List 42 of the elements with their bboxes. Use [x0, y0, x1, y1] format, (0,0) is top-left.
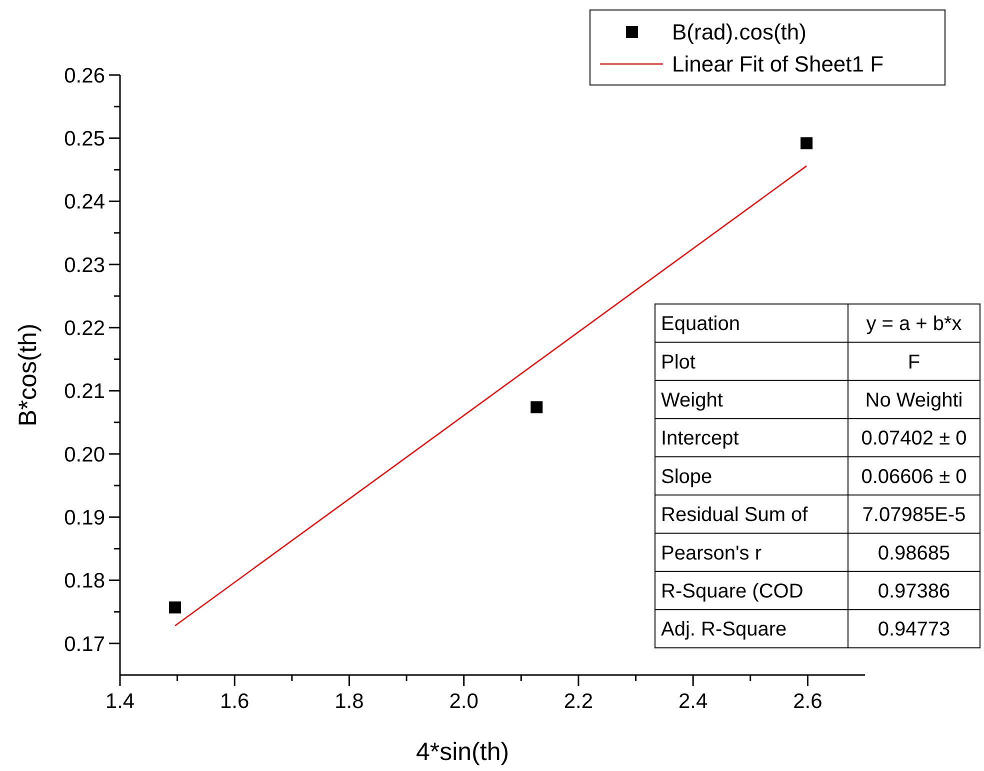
annotation: Pearson's r — [661, 542, 762, 564]
y-tick-label: 0.23 — [64, 254, 105, 277]
annotation: 0.06606 ± 0 — [861, 466, 967, 488]
annotation: Residual Sum of — [661, 504, 808, 526]
text: y = a + b*x — [866, 313, 962, 336]
y-tick-label: 0.19 — [64, 506, 105, 530]
text: 0.98685 — [878, 542, 950, 564]
annotation: 0.07402 ± 0 — [861, 428, 967, 450]
annotation: R-Square (COD — [661, 580, 804, 602]
x-tick-label: 2.6 — [793, 690, 822, 713]
y-tick-label: 0.24 — [64, 190, 106, 214]
annotation: Plot — [661, 351, 696, 374]
x-tick-label: 1.8 — [334, 690, 364, 713]
x-tick-label: 1.6 — [220, 690, 250, 713]
y-tick-label: 0.25 — [64, 128, 105, 151]
x-axis-title: 4*sin(th) — [416, 738, 510, 766]
y-tick-label: 0.21 — [64, 380, 105, 404]
y-tick-label: 0.26 — [64, 64, 105, 88]
x-tick-label: 2.0 — [449, 690, 478, 713]
text: F — [908, 351, 920, 374]
annotation: Slope — [661, 466, 712, 488]
legend-label: B(rad).cos(th) — [672, 20, 806, 45]
x-tick-label: 2.2 — [564, 690, 594, 713]
annotation: Adj. R-Square — [661, 618, 787, 641]
annotation: Equation — [661, 313, 740, 336]
y-tick-label: 0.20 — [64, 443, 105, 466]
x-tick-label: 2.4 — [678, 690, 708, 713]
legend-label: Linear Fit of Sheet1 F — [672, 52, 884, 77]
annotation: Intercept — [661, 428, 740, 450]
text: 0.94773 — [878, 618, 950, 641]
y-tick-label: 0.18 — [64, 570, 105, 593]
y-axis-title: B*cos(th) — [14, 324, 42, 426]
point — [169, 601, 182, 614]
point — [530, 401, 543, 414]
x-tick-label: 1.4 — [105, 690, 135, 713]
annotation: 7.07985E-5 — [862, 504, 966, 526]
y-tick-label: 0.17 — [64, 632, 105, 656]
y-tick-label: 0.22 — [64, 316, 105, 340]
annotation: Weight — [661, 390, 724, 412]
text: 0.97386 — [878, 580, 950, 602]
text: No Weighti — [865, 390, 963, 412]
point — [800, 137, 813, 150]
